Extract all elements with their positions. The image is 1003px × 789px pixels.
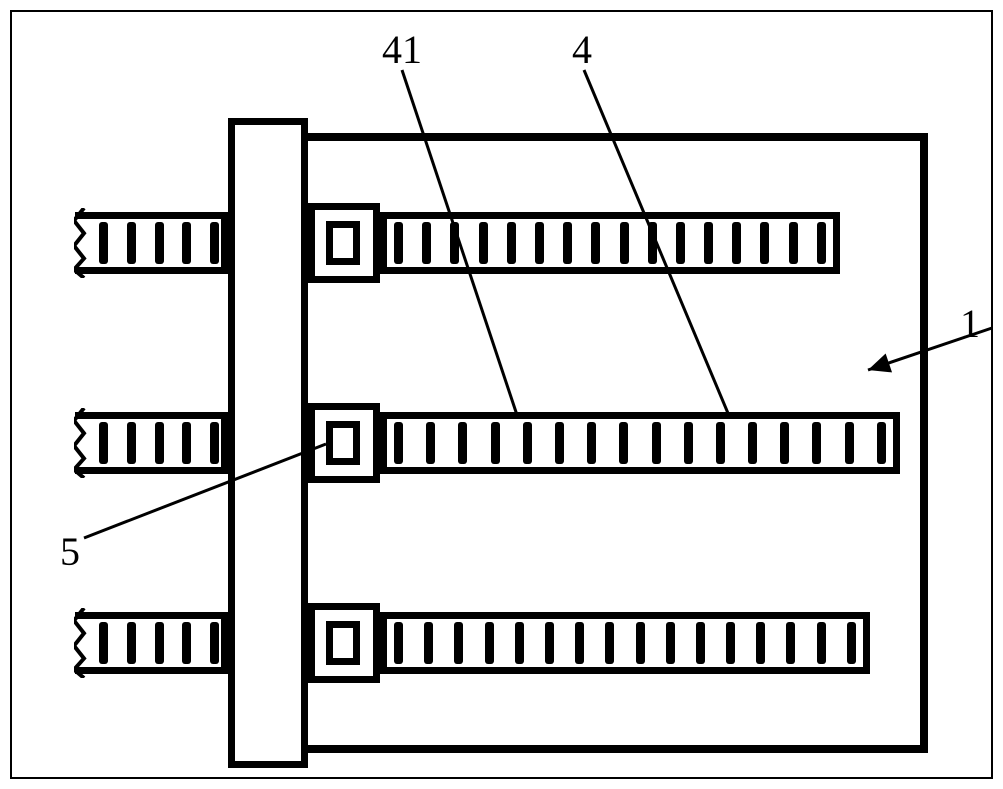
strap-tooth [877, 422, 886, 464]
teeth-row [394, 422, 886, 464]
strap-tooth [732, 222, 741, 264]
strap-tooth [210, 422, 219, 464]
strap-tooth [182, 422, 191, 464]
strap-tooth [676, 222, 685, 264]
teeth-row [99, 222, 219, 264]
break-cover [66, 408, 74, 478]
strap-tooth [394, 422, 403, 464]
strap-tooth [422, 222, 431, 264]
callout-label-l4: 4 [572, 26, 592, 73]
strap-tooth [450, 222, 459, 264]
strap-tooth [726, 622, 735, 664]
strap-tooth [756, 622, 765, 664]
strap-tooth [575, 622, 584, 664]
strap-tooth [716, 422, 725, 464]
strap-tooth [696, 622, 705, 664]
teeth-row [99, 422, 219, 464]
strap-tooth [394, 622, 403, 664]
strap-tooth [684, 422, 693, 464]
strap-tooth [515, 622, 524, 664]
vertical-bar [228, 118, 308, 768]
strap-tooth [704, 222, 713, 264]
strap-tooth [605, 622, 614, 664]
strap-tooth [155, 622, 164, 664]
strap-tooth [780, 422, 789, 464]
strap-tooth [426, 422, 435, 464]
tie-head-window [326, 421, 360, 465]
teeth-row [394, 622, 856, 664]
break-mark [72, 208, 90, 278]
strap-tooth [619, 422, 628, 464]
strap-tooth [666, 622, 675, 664]
callout-label-l1: 1 [960, 300, 980, 347]
strap-tooth [636, 622, 645, 664]
strap-tooth [155, 222, 164, 264]
strap-tooth [652, 422, 661, 464]
strap-tooth [648, 222, 657, 264]
strap-tooth [523, 422, 532, 464]
strap-tooth [99, 622, 108, 664]
tie-head-window [326, 221, 360, 265]
strap-tooth [127, 222, 136, 264]
strap-tooth [535, 222, 544, 264]
strap-tooth [424, 622, 433, 664]
strap-tooth [507, 222, 516, 264]
strap-tooth [454, 622, 463, 664]
strap-tooth [563, 222, 572, 264]
strap-tooth [182, 622, 191, 664]
strap-tooth [847, 622, 856, 664]
strap-tooth [127, 622, 136, 664]
strap-tooth [394, 222, 403, 264]
strap-tooth [479, 222, 488, 264]
strap-tooth [812, 422, 821, 464]
strap-tooth [99, 422, 108, 464]
teeth-row [99, 622, 219, 664]
break-cover [66, 608, 74, 678]
callout-label-l41: 41 [382, 26, 422, 73]
strap-tooth [620, 222, 629, 264]
strap-tooth [127, 422, 136, 464]
callout-label-l5: 5 [60, 528, 80, 575]
strap-tooth [760, 222, 769, 264]
break-mark [72, 608, 90, 678]
drawing-canvas: 41415 [0, 0, 1003, 789]
strap-tooth [817, 622, 826, 664]
strap-tooth [545, 622, 554, 664]
tie-head-window [326, 621, 360, 665]
strap-tooth [786, 622, 795, 664]
strap-tooth [845, 422, 854, 464]
break-cover [66, 208, 74, 278]
strap-tooth [182, 222, 191, 264]
strap-tooth [210, 222, 219, 264]
strap-tooth [485, 622, 494, 664]
strap-tooth [458, 422, 467, 464]
strap-tooth [99, 222, 108, 264]
strap-tooth [555, 422, 564, 464]
strap-tooth [748, 422, 757, 464]
strap-tooth [491, 422, 500, 464]
teeth-row [394, 222, 826, 264]
strap-tooth [210, 622, 219, 664]
strap-tooth [817, 222, 826, 264]
break-mark [72, 408, 90, 478]
strap-tooth [587, 422, 596, 464]
strap-tooth [789, 222, 798, 264]
strap-tooth [591, 222, 600, 264]
strap-tooth [155, 422, 164, 464]
